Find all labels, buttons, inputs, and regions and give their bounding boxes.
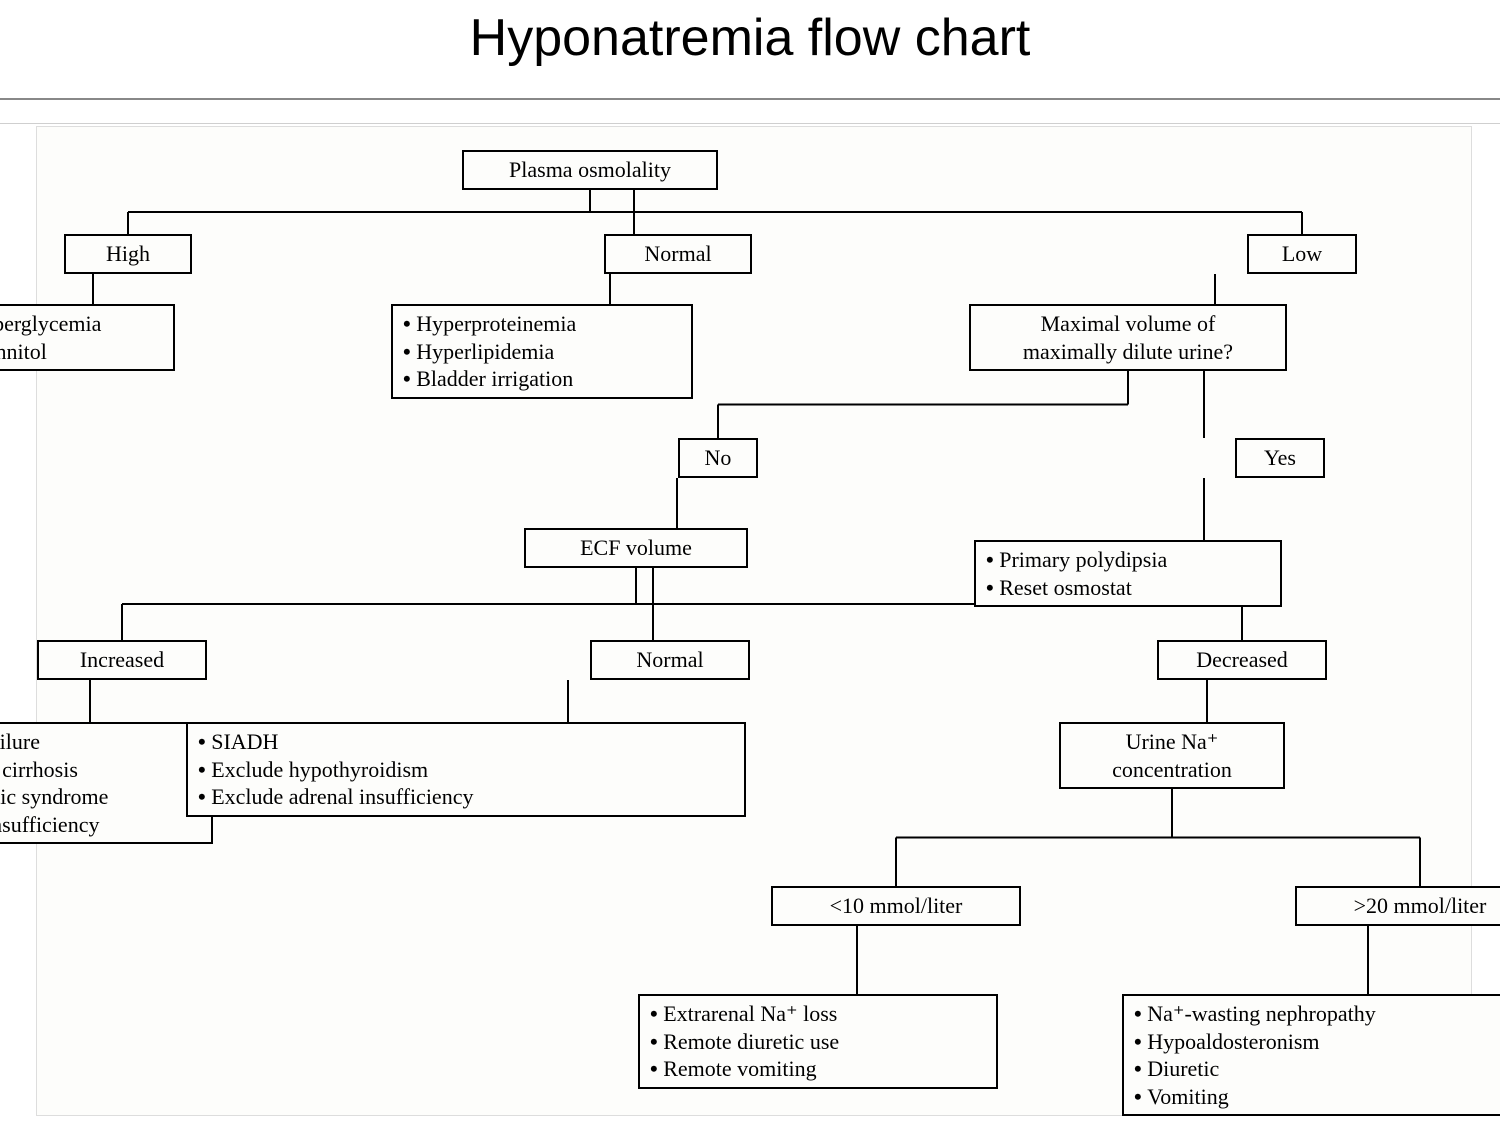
node-normal2: Normal (590, 640, 750, 680)
bullet-item: Extrarenal Na⁺ loss (650, 1000, 986, 1028)
text-line: Yes (1247, 444, 1313, 472)
bullet-item: Vomiting (1134, 1083, 1498, 1111)
bullet-item: Hyperproteinemia (403, 310, 681, 338)
node-gt20: >20 mmol/liter (1295, 886, 1500, 926)
bullet-item: Diuretic (1134, 1055, 1498, 1083)
text-line: High (76, 240, 180, 268)
chart-region (36, 126, 1472, 1116)
text-line: No (690, 444, 746, 472)
node-decreased: Decreased (1157, 640, 1327, 680)
text-line: >20 mmol/liter (1307, 892, 1500, 920)
node-gt20_out: Na⁺-wasting nephropathyHypoaldosteronism… (1122, 994, 1500, 1116)
bullet-item: Nephrotic syndrome (0, 783, 201, 811)
node-ecf: ECF volume (524, 528, 748, 568)
divider-sub (0, 123, 1500, 124)
bullet-item: SIADH (198, 728, 734, 756)
divider-top (0, 98, 1500, 100)
text-line: Maximal volume of (981, 310, 1275, 338)
node-low_out: Maximal volume ofmaximally dilute urine? (969, 304, 1287, 371)
text-line: maximally dilute urine? (981, 338, 1275, 366)
bullet-item: Bladder irrigation (403, 365, 681, 393)
node-no: No (678, 438, 758, 478)
bullet-item: Primary polydipsia (986, 546, 1270, 574)
bullet-item: Remote diuretic use (650, 1028, 986, 1056)
node-inc_out: Heart failureHepatic cirrhosisNephrotic … (0, 722, 213, 844)
text-line: Increased (49, 646, 195, 674)
text-line: Decreased (1169, 646, 1315, 674)
text-line: <10 mmol/liter (783, 892, 1009, 920)
bullet-item: Na⁺-wasting nephropathy (1134, 1000, 1498, 1028)
node-dec_out: Urine Na⁺concentration (1059, 722, 1285, 789)
bullet-item: Hypoaldosteronism (1134, 1028, 1498, 1056)
text-line: Plasma osmolality (474, 156, 706, 184)
bullet-item: Heart failure (0, 728, 201, 756)
text-line: concentration (1071, 756, 1273, 784)
node-increased: Increased (37, 640, 207, 680)
bullet-item: Hepatic cirrhosis (0, 756, 201, 784)
bullet-item: Exclude hypothyroidism (198, 756, 734, 784)
node-low: Low (1247, 234, 1357, 274)
text-line: ECF volume (536, 534, 736, 562)
node-lt10_out: Extrarenal Na⁺ lossRemote diuretic useRe… (638, 994, 998, 1089)
bullet-item: Renal insufficiency (0, 811, 201, 839)
bullet-item: Reset osmostat (986, 574, 1270, 602)
bullet-item: Hyperglycemia (0, 310, 163, 338)
node-high_out: HyperglycemiaMannitol (0, 304, 175, 371)
node-high: High (64, 234, 192, 274)
text-line: Normal (616, 240, 740, 268)
node-normal1: Normal (604, 234, 752, 274)
text-line: Low (1259, 240, 1345, 268)
node-yes_out: Primary polydipsiaReset osmostat (974, 540, 1282, 607)
node-norm2_out: SIADHExclude hypothyroidismExclude adren… (186, 722, 746, 817)
node-yes: Yes (1235, 438, 1325, 478)
node-root: Plasma osmolality (462, 150, 718, 190)
text-line: Urine Na⁺ (1071, 728, 1273, 756)
bullet-item: Remote vomiting (650, 1055, 986, 1083)
node-lt10: <10 mmol/liter (771, 886, 1021, 926)
node-normal1_out: HyperproteinemiaHyperlipidemiaBladder ir… (391, 304, 693, 399)
text-line: Normal (602, 646, 738, 674)
bullet-item: Exclude adrenal insufficiency (198, 783, 734, 811)
bullet-item: Mannitol (0, 338, 163, 366)
bullet-item: Hyperlipidemia (403, 338, 681, 366)
page-title: Hyponatremia flow chart (0, 8, 1500, 68)
